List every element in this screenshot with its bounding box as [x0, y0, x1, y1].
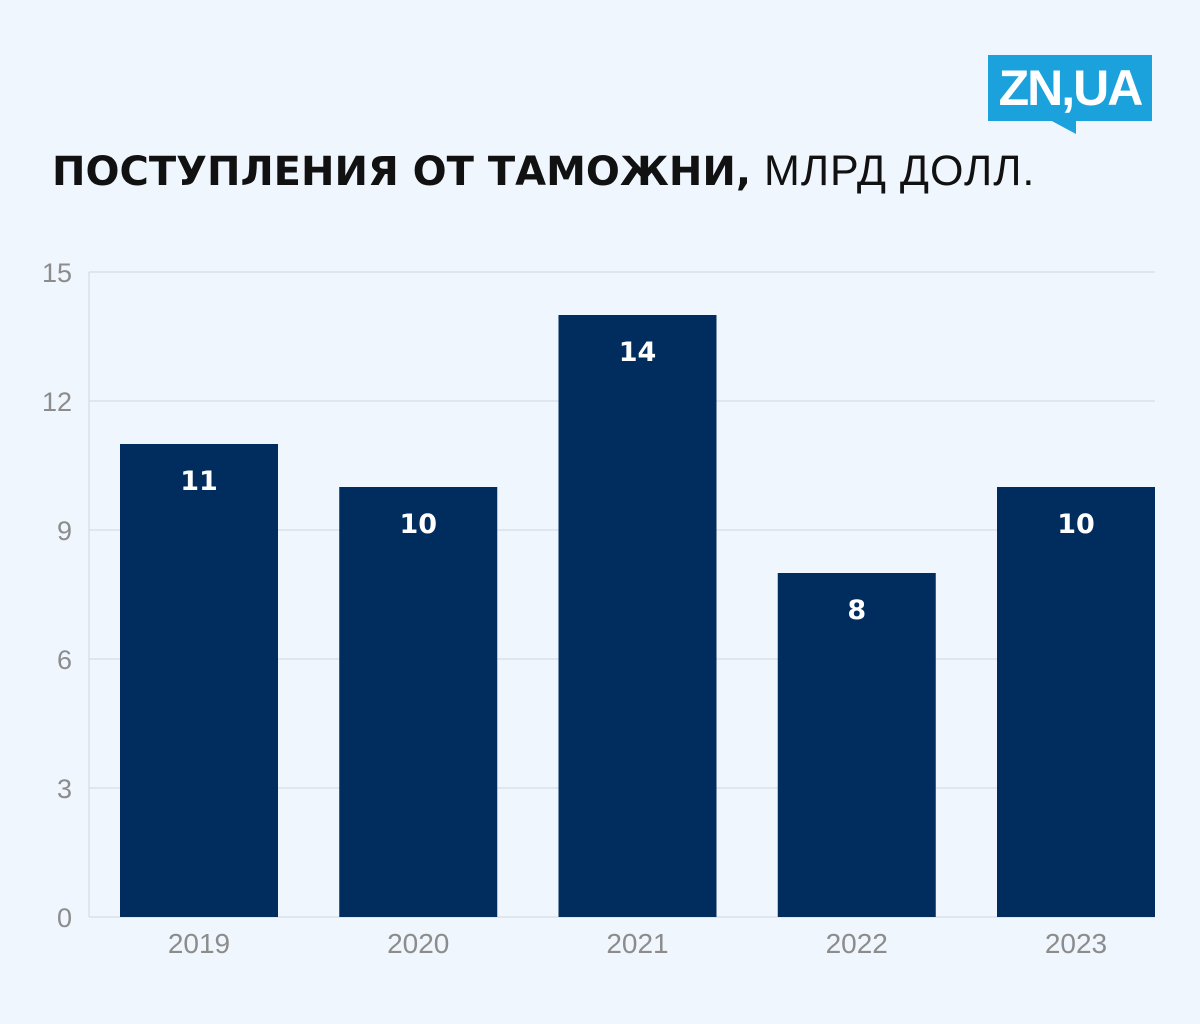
x-tick-label: 2019 [168, 928, 230, 959]
y-axis-ticks: 0 3 6 9 12 15 [42, 258, 72, 933]
y-tick-label: 6 [57, 645, 72, 675]
logo-speech-tail [1050, 120, 1076, 134]
x-tick-label: 2020 [387, 928, 449, 959]
y-tick-label: 3 [57, 774, 72, 804]
data-label-2023: 10 [1057, 509, 1095, 540]
data-labels: 11 10 14 8 10 [180, 337, 1095, 626]
y-tick-label: 12 [42, 387, 72, 417]
y-tick-label: 9 [57, 516, 72, 546]
bars [120, 315, 1155, 917]
y-tick-label: 0 [57, 903, 72, 933]
chart-title-main: ПОСТУПЛЕНИЯ ОТ ТАМОЖНИ, [52, 149, 752, 195]
bar-2019 [120, 444, 278, 917]
x-tick-label: 2021 [606, 928, 668, 959]
x-tick-label: 2022 [826, 928, 888, 959]
bar-2020 [339, 487, 498, 917]
x-axis-ticks: 2019 2020 2021 2022 2023 [168, 928, 1107, 959]
chart-title: ПОСТУПЛЕНИЯ ОТ ТАМОЖНИ, МЛРД ДОЛЛ. [52, 145, 1035, 198]
bar-2022 [777, 573, 936, 917]
data-label-2022: 8 [847, 595, 866, 626]
chart-title-unit: МЛРД ДОЛЛ. [751, 147, 1036, 195]
bar-2023 [997, 487, 1155, 917]
bar-2021 [558, 315, 717, 917]
logo-text: ZN,UA [998, 60, 1144, 116]
data-label-2019: 11 [180, 466, 218, 497]
y-tick-label: 15 [42, 258, 72, 288]
zn-ua-logo: ZN,UA [988, 55, 1152, 121]
x-tick-label: 2023 [1045, 928, 1107, 959]
data-label-2021: 14 [619, 337, 657, 368]
data-label-2020: 10 [399, 509, 437, 540]
